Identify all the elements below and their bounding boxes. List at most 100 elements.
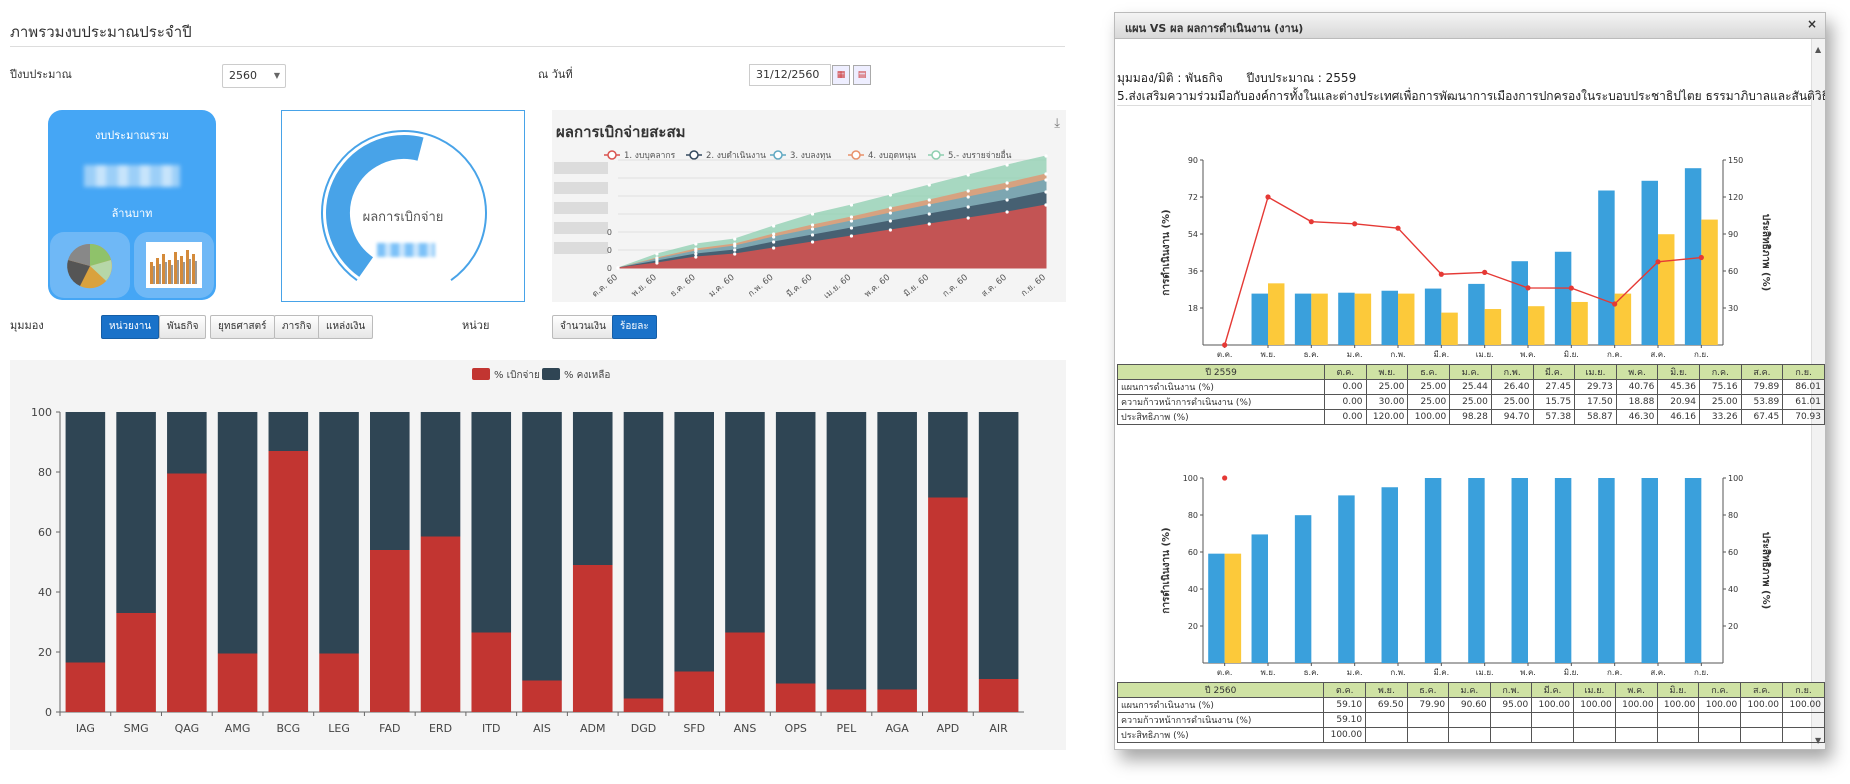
table-month-header: ก.ย.	[1782, 364, 1825, 380]
combo-x-tick: ธ.ค.	[1304, 350, 1319, 359]
bar-disbursed-QAG	[167, 473, 207, 712]
area-point	[772, 240, 776, 244]
calendar-icon[interactable]: ▦	[832, 65, 850, 85]
combo-y-tick: 90	[1188, 156, 1198, 165]
table-cell: 33.26	[1699, 409, 1742, 425]
bar-x-tick: BCG	[277, 722, 301, 735]
table-month-header: มี.ค.	[1532, 364, 1576, 380]
unit-button-percent[interactable]: ร้อยละ	[612, 315, 657, 339]
close-icon[interactable]: ×	[1806, 17, 1817, 31]
date-input[interactable]: 31/12/2560	[749, 64, 831, 86]
page-title: ภาพรวมงบประมาณประจำปี	[10, 23, 192, 41]
bar-remaining-AIS	[522, 412, 562, 681]
table-cell: 79.89	[1740, 379, 1784, 395]
combo-bar-plan	[1684, 168, 1702, 345]
combo-line-efficiency	[1223, 195, 1702, 346]
table-cell	[1406, 727, 1450, 743]
table-2560: ปี 2560 ต.ค. พ.ย. ธ.ค. ม.ค. ก.พ. มี.ค. เม.ย. พ.ค…	[1116, 682, 1825, 743]
area-x-tick: มิ.ย. 60	[902, 273, 931, 300]
combo-point-efficiency	[1222, 475, 1228, 481]
calendar-edit-icon[interactable]: ▤	[853, 65, 871, 85]
area-point	[772, 224, 776, 228]
bar-x-tick: DGD	[631, 722, 656, 735]
bar-disbursed-AMG	[217, 653, 258, 712]
area-x-tick: ก.ค. 60	[941, 273, 970, 300]
combo-x-tick: พ.ค.	[1520, 668, 1536, 677]
area-point	[810, 240, 815, 244]
combo-bar-plan	[1511, 478, 1528, 663]
view-button-unit[interactable]: หน่วยงาน	[101, 315, 160, 339]
bar-remaining-ADM	[572, 412, 613, 565]
gauge-fill	[326, 135, 424, 277]
combo-y2-tick: 40	[1728, 585, 1738, 594]
table-cell: 25.00	[1407, 394, 1451, 410]
bar-x-tick: OPS	[785, 722, 807, 735]
budget-summary-unit: ล้านบาท	[111, 207, 153, 220]
bar-chart-icon[interactable]	[134, 232, 214, 298]
scroll-up-icon[interactable]: ▲	[1815, 45, 1822, 54]
combo-chart-2559: 18 36 54 72 90 30 60 90 120 150 การดำเนินงาน (%) ปร…	[1160, 156, 1772, 359]
bar-remaining-IAG	[65, 412, 106, 663]
area-point	[772, 235, 776, 239]
combo-bar-progress	[1528, 306, 1545, 345]
table-cell: 29.73	[1574, 379, 1617, 395]
table-cell: 25.00	[1449, 394, 1492, 410]
area-point	[1044, 190, 1048, 194]
table-cell: 70.93	[1782, 409, 1825, 425]
table-cell	[1698, 727, 1742, 743]
table-cell	[1614, 727, 1658, 743]
area-y-blurred-label	[554, 242, 608, 254]
bar-x-tick: ITD	[482, 722, 500, 735]
area-x-tick: มี.ค. 60	[784, 272, 814, 300]
combo-point-efficiency	[1438, 271, 1444, 277]
table-month-header: ส.ค.	[1740, 682, 1784, 698]
area-x-tick: ม.ค. 60	[707, 273, 737, 300]
table-cell	[1448, 727, 1491, 743]
combo-point-efficiency	[1308, 219, 1314, 225]
table-cell: 57.38	[1532, 409, 1576, 425]
pie-chart-icon[interactable]	[50, 232, 130, 298]
table-cell: 17.50	[1574, 394, 1617, 410]
table-cell: 53.89	[1740, 394, 1784, 410]
table-cell	[1406, 712, 1450, 728]
view-button-task[interactable]: ภารกิจ	[274, 315, 320, 339]
title-divider	[10, 46, 1065, 47]
combo-bar-progress	[1701, 219, 1718, 345]
table-cell: 59.10	[1323, 697, 1367, 713]
area-x-tick: ต.ค. 60	[590, 273, 620, 300]
combo-bar-plan	[1424, 478, 1442, 663]
disbursement-gauge-card: ผลการเบิกจ่าย	[281, 110, 525, 302]
budget-summary-blurred-value	[84, 165, 180, 187]
combo-point-efficiency	[1352, 221, 1358, 227]
area-y-tick: 0	[607, 264, 612, 273]
combo-x-tick: ก.ย.	[1694, 350, 1709, 359]
table-row: ความก้าวหน้าการดำเนินงาน (%) 0.00 30.00 25.…	[1116, 394, 1825, 410]
unit-button-amount[interactable]: จำนวนเงิน	[552, 315, 614, 339]
view-button-funding[interactable]: แหล่งเงิน	[318, 315, 374, 339]
area-point	[966, 195, 970, 199]
bar-chart-svg: % เบิกจ่าย % คงเหลือ 0 20 40 60 80 100 IAG SMG QAG…	[31, 368, 1024, 735]
combo-point-efficiency	[1395, 225, 1401, 231]
bar-x-tick: ADM	[580, 722, 606, 735]
popup-header[interactable]: แผน VS ผล ผลการดำเนินงาน (งาน) ×	[1115, 13, 1825, 39]
year-select[interactable]: 2560 ▼	[222, 64, 286, 88]
table-month-header: มิ.ย.	[1656, 682, 1700, 698]
table-cell: 30.00	[1365, 394, 1409, 410]
bar-remaining-PEL	[826, 412, 867, 690]
table-month-header: พ.ค.	[1614, 682, 1658, 698]
area-point	[810, 223, 815, 227]
view-button-mission[interactable]: พันธกิจ	[159, 315, 207, 339]
area-x-tick: ก.ย. 60	[1019, 273, 1048, 299]
combo-point-efficiency	[1525, 285, 1531, 291]
view-button-strategy[interactable]: ยุทธศาสตร์	[210, 315, 275, 339]
area-x-tick: เม.ย. 60	[822, 273, 853, 302]
combo-y2-tick: 60	[1728, 267, 1738, 276]
area-point	[694, 252, 698, 256]
combo-bar-plan	[1251, 534, 1268, 663]
combo-x-tick: ก.ย.	[1694, 668, 1709, 677]
area-x-tick: ส.ค. 60	[980, 273, 1009, 300]
table-month-header: ก.ย.	[1782, 682, 1825, 698]
download-icon[interactable]: ⤓	[1054, 116, 1060, 131]
area-point	[849, 203, 854, 207]
area-x-tick: ก.พ. 60	[746, 273, 775, 300]
